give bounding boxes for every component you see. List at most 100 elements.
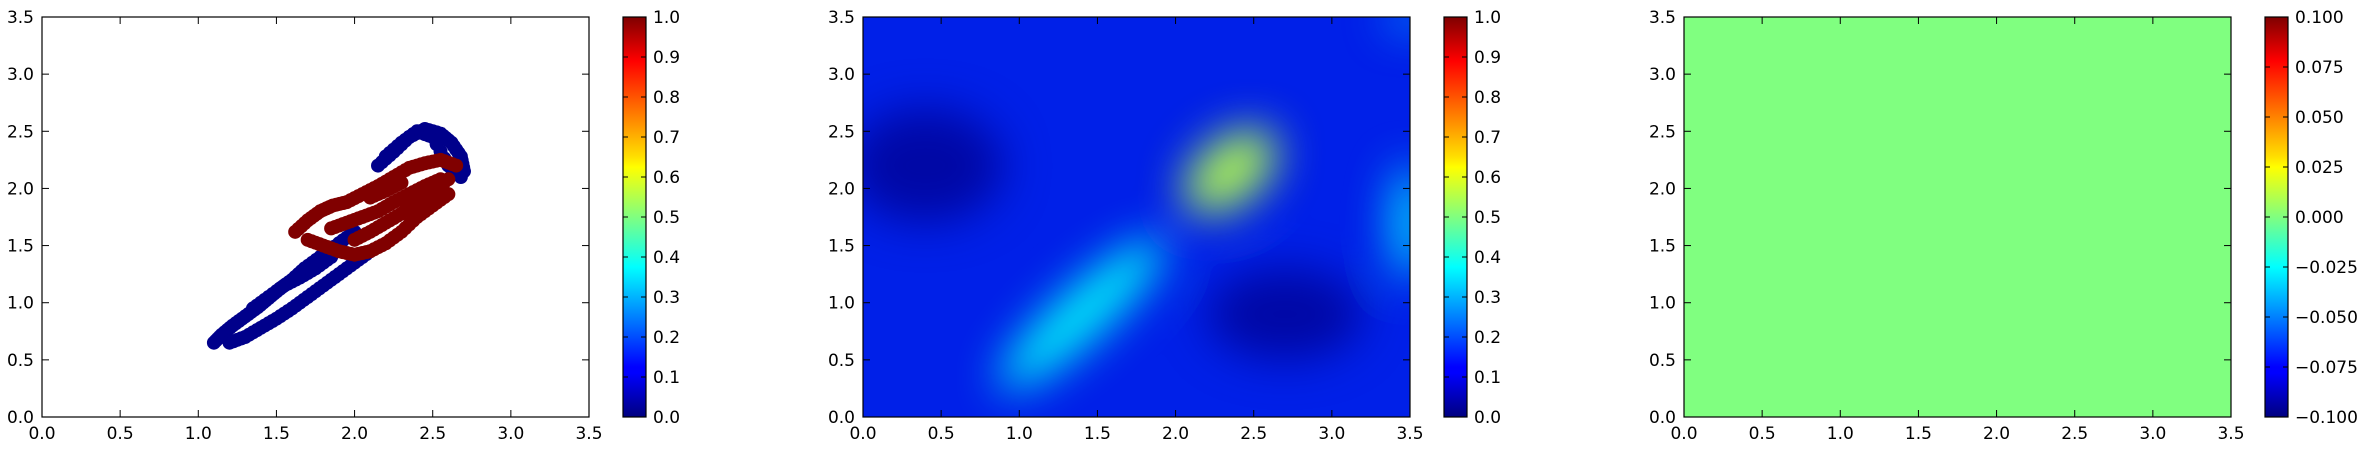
y-tick-label: 1.5	[828, 237, 855, 257]
x-tick-label: 0.5	[1749, 424, 1776, 444]
y-tick-label: 2.5	[7, 122, 34, 142]
density-colorbar: 0.0 0.1 0.2 0.3 0.4 0.5 0.6 0.7 0.8 0.9 1.0	[1443, 8, 1501, 428]
x-tick-label: 0.0	[28, 424, 55, 444]
colorbar-tick-label: 0.2	[1474, 328, 1501, 348]
x-tick-label: 3.0	[2139, 424, 2166, 444]
y-tick-label: 1.5	[1649, 237, 1676, 257]
scatter-panel: 0.0 0.5 1.0 1.5 2.0 2.5 3.0 3.5 0.0 0.5 1.0 1.5 2.0 2…	[7, 8, 680, 444]
density-axes: 0.0 0.5 1.0 1.5 2.0 2.5 3.0 3.5 0.0 0.5 1.0 1.5 2.0 2…	[828, 8, 1424, 444]
density-plot-frame	[862, 16, 1411, 418]
colorbar-tick-label: 0.4	[1474, 248, 1501, 268]
y-tick-label: 0.5	[1649, 351, 1676, 371]
y-tick-label: 1.0	[1649, 294, 1676, 314]
colorbar-tick-label: 0.8	[1474, 88, 1501, 108]
colorbar-tick-label: 0.4	[653, 248, 680, 268]
uniform-colorbar-ticks: −0.100 −0.075 −0.050 −0.025 0.000 0.025 0.050 0…	[2265, 8, 2358, 428]
colorbar-tick-label: 0.3	[1474, 288, 1501, 308]
colorbar-tick-label: 0.000	[2295, 208, 2344, 228]
uniform-colorbar: −0.100 −0.075 −0.050 −0.025 0.000 0.025 0.050 0…	[2264, 8, 2358, 428]
colorbar-tick-label: 0.5	[1474, 208, 1501, 228]
x-tick-label: 1.0	[1006, 424, 1033, 444]
colorbar-tick-label: −0.100	[2295, 408, 2358, 428]
colorbar-tick-label: 0.0	[653, 408, 680, 428]
y-tick-label: 2.5	[1649, 122, 1676, 142]
scatter-point-high	[437, 190, 452, 204]
colorbar-tick-label: 0.7	[1474, 128, 1501, 148]
colorbar-tick-label: 0.0	[1474, 408, 1501, 428]
colorbar-tick-label: 0.1	[653, 368, 680, 388]
density-high-region	[1386, 17, 1410, 29]
y-tick-label: 3.5	[828, 8, 855, 28]
colorbar-tick-label: −0.050	[2295, 308, 2358, 328]
colorbar-tick-label: 0.075	[2295, 58, 2344, 78]
x-tick-label: 2.5	[419, 424, 446, 444]
colorbar-tick-label: 0.3	[653, 288, 680, 308]
colorbar-tick-label: −0.025	[2295, 258, 2358, 278]
x-tick-label: 1.0	[1827, 424, 1854, 444]
density-low-region	[1206, 268, 1364, 360]
y-tick-label: 0.0	[7, 408, 34, 428]
density-colorbar-ticks: 0.0 0.1 0.2 0.3 0.4 0.5 0.6 0.7 0.8 0.9 1.0	[1444, 8, 1501, 428]
scatter-points	[206, 122, 471, 350]
density-high-region	[998, 238, 1165, 390]
y-tick-label: 3.5	[7, 8, 34, 28]
x-tick-label: 2.0	[1983, 424, 2010, 444]
colorbar-tick-label: 0.9	[1474, 48, 1501, 68]
y-tick-label: 1.0	[7, 294, 34, 314]
scatter-plot-frame	[41, 16, 590, 418]
y-tick-label: 3.0	[828, 65, 855, 85]
y-tick-label: 0.5	[7, 351, 34, 371]
y-tick-label: 3.0	[7, 65, 34, 85]
colorbar-tick-label: 0.6	[653, 168, 680, 188]
y-tick-label: 3.5	[1649, 8, 1676, 28]
y-tick-label: 0.0	[1649, 408, 1676, 428]
y-tick-label: 0.0	[828, 408, 855, 428]
scatter-point-low	[320, 252, 335, 267]
x-tick-label: 2.0	[1162, 424, 1189, 444]
x-tick-label: 0.5	[107, 424, 134, 444]
colorbar-tick-label: 0.9	[653, 48, 680, 68]
colorbar-tick-label: 0.5	[653, 208, 680, 228]
y-tick-label: 2.0	[828, 179, 855, 199]
x-tick-label: 3.5	[1396, 424, 1423, 444]
density-features	[863, 17, 1410, 390]
y-tick-label: 2.5	[828, 122, 855, 142]
colorbar-tick-label: 0.6	[1474, 168, 1501, 188]
scatter-colorbar-ticks: 0.0 0.1 0.2 0.3 0.4 0.5 0.6 0.7 0.8 0.9 1.0	[623, 8, 680, 428]
colorbar-tick-label: 1.0	[1474, 8, 1501, 28]
colorbar-tick-label: 0.8	[653, 88, 680, 108]
x-tick-label: 1.5	[1084, 424, 1111, 444]
colorbar-tick-label: 0.050	[2295, 108, 2344, 128]
scatter-axes: 0.0 0.5 1.0 1.5 2.0 2.5 3.0 3.5 0.0 0.5 1.0 1.5 2.0 2…	[7, 8, 603, 444]
y-tick-label: 2.0	[7, 179, 34, 199]
x-tick-label: 3.5	[2217, 424, 2244, 444]
x-tick-label: 2.5	[1240, 424, 1267, 444]
x-tick-label: 2.0	[341, 424, 368, 444]
uniform-panel: 0.0 0.5 1.0 1.5 2.0 2.5 3.0 3.5 0.0 0.5 1.0 1.5 2.0 2…	[1649, 8, 2358, 444]
scatter-point-high	[390, 177, 405, 192]
x-tick-label: 0.5	[928, 424, 955, 444]
colorbar-tick-label: 0.1	[1474, 368, 1501, 388]
colorbar-tick-label: 1.0	[653, 8, 680, 28]
y-tick-label: 2.0	[1649, 179, 1676, 199]
x-tick-label: 3.0	[497, 424, 524, 444]
x-tick-label: 0.0	[1670, 424, 1697, 444]
y-tick-label: 0.5	[828, 351, 855, 371]
uniform-field	[1684, 17, 2231, 417]
uniform-axes: 0.0 0.5 1.0 1.5 2.0 2.5 3.0 3.5 0.0 0.5 1.0 1.5 2.0 2…	[1649, 8, 2245, 444]
uniform-plot-frame	[1683, 16, 2232, 418]
colorbar-tick-label: −0.075	[2295, 358, 2358, 378]
density-panel: 0.0 0.5 1.0 1.5 2.0 2.5 3.0 3.5 0.0 0.5 1.0 1.5 2.0 2…	[828, 8, 1501, 444]
scatter-colorbar: 0.0 0.1 0.2 0.3 0.4 0.5 0.6 0.7 0.8 0.9 1.0	[622, 8, 680, 428]
colorbar-tick-label: 0.2	[653, 328, 680, 348]
colorbar-tick-label: 0.025	[2295, 158, 2344, 178]
density-high-region	[1183, 128, 1277, 215]
colorbar-tick-label: 0.7	[653, 128, 680, 148]
y-tick-label: 1.5	[7, 237, 34, 257]
density-high-region	[1391, 165, 1410, 280]
x-tick-label: 1.0	[185, 424, 212, 444]
colorbar-tick-label: 0.100	[2295, 8, 2344, 28]
x-tick-label: 1.5	[263, 424, 290, 444]
scatter-point-high	[445, 157, 460, 172]
